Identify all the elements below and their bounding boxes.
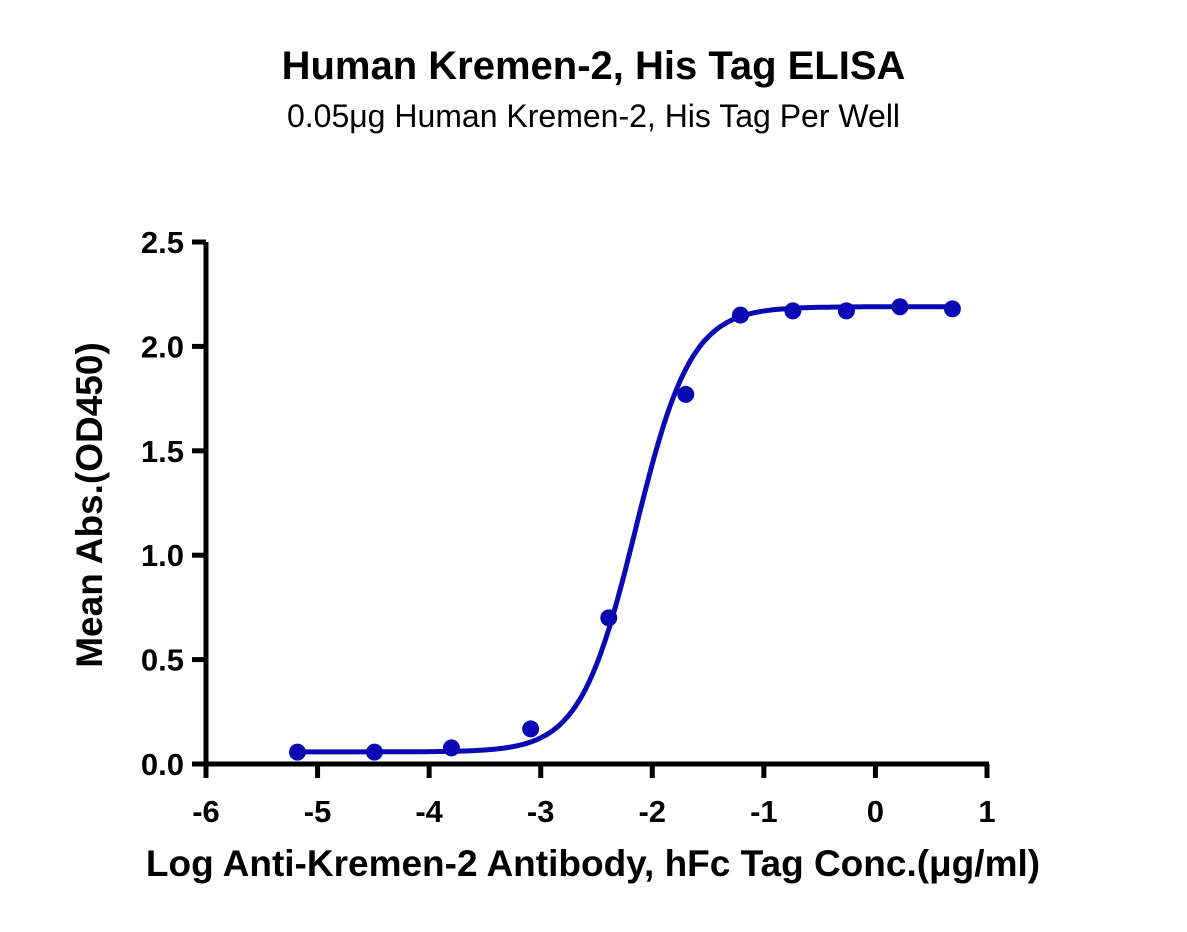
data-point	[784, 302, 802, 320]
y-tick-label: 1.0	[141, 538, 184, 573]
x-tick-label: 1	[978, 794, 995, 829]
data-point	[522, 720, 540, 738]
y-tick-label: 0.5	[141, 643, 184, 678]
tick-labels: 0.0 0.5 1.0 1.5 2.0 2.5 -6 -5 -4 -3 -2 -1 0 1	[141, 225, 996, 829]
x-tick-label: -6	[192, 794, 220, 829]
data-point	[943, 300, 961, 318]
data-point	[677, 385, 695, 403]
chart-title: Human Kremen-2, His Tag ELISA	[281, 44, 906, 88]
x-tick-label: -3	[527, 794, 555, 829]
data-point	[891, 298, 909, 316]
data-point	[442, 739, 460, 757]
y-tick-label: 2.0	[141, 329, 184, 364]
data-points	[288, 298, 961, 761]
y-tick-label: 1.5	[141, 434, 184, 469]
data-point	[288, 743, 306, 761]
x-axis-title: Log Anti-Kremen-2 Antibody, hFc Tag Conc…	[146, 843, 1040, 884]
data-point	[600, 609, 618, 627]
x-tick-label: -4	[415, 794, 443, 829]
axes	[192, 239, 990, 778]
x-tick-label: -5	[304, 794, 332, 829]
data-point	[837, 302, 855, 320]
data-point	[731, 306, 749, 324]
x-tick-label: -2	[638, 794, 666, 829]
chart-subtitle: 0.05μg Human Kremen-2, His Tag Per Well	[286, 98, 901, 134]
x-tick-label: 0	[867, 794, 884, 829]
y-axis-title: Mean Abs.(OD450)	[69, 342, 110, 668]
data-point	[365, 743, 383, 761]
x-tick-label: -1	[750, 794, 778, 829]
y-tick-label: 2.5	[141, 225, 184, 260]
fit-curve	[297, 304, 953, 755]
y-tick-label: 0.0	[141, 747, 184, 782]
